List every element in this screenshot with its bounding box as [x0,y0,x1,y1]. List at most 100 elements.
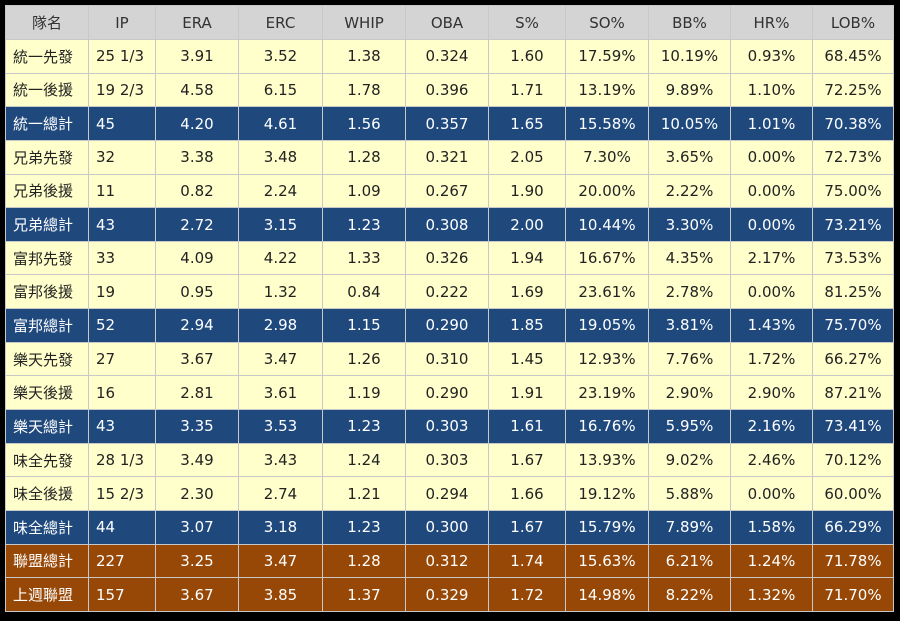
stat-cell: 17.59% [565,39,649,74]
stat-cell: 1.10% [730,72,813,108]
stat-cell: 1.32% [730,577,813,612]
stat-cell: 0.329 [405,577,489,612]
stat-cell: 1.43% [730,308,813,343]
stat-cell: 14.98% [565,577,649,612]
table-row: 聯盟總計 227 3.25 3.47 1.28 0.312 1.74 15.63% 6.21% 1… [5,543,894,579]
table-row: 統一總計 45 4.20 4.61 1.56 0.357 1.65 15.58% 10.05% 1… [5,106,894,141]
header-cell: BB% [648,5,731,40]
stat-cell: 20.00% [565,173,649,209]
team-cell: 兄弟總計 [5,207,89,242]
stat-cell: 1.09 [322,173,406,209]
stat-cell: 68.45% [812,39,894,74]
stat-cell: 0.308 [405,207,489,242]
stat-cell: 43 [88,207,156,242]
stat-cell: 73.53% [812,240,894,276]
stat-cell: 16.76% [565,409,649,444]
stat-cell: 3.07 [155,509,239,545]
stat-cell: 3.48 [238,139,323,175]
header-cell: ERA [155,5,239,40]
table-row: 富邦後援 19 0.95 1.32 0.84 0.222 1.69 23.61% 2.78% 0.… [5,274,894,310]
stat-cell: 0.290 [405,375,489,411]
stat-cell: 0.312 [405,543,489,579]
stat-cell: 2.74 [238,476,323,511]
stat-cell: 9.02% [648,442,731,478]
stat-cell: 16 [88,375,156,411]
stat-cell: 1.38 [322,39,406,74]
stat-cell: 19.05% [565,308,649,343]
stat-cell: 1.32 [238,274,323,310]
stat-cell: 3.67 [155,577,239,612]
stat-cell: 43 [88,409,156,444]
stat-cell: 2.72 [155,207,239,242]
stat-cell: 0.84 [322,274,406,310]
stat-cell: 0.303 [405,442,489,478]
stat-cell: 1.21 [322,476,406,511]
stat-cell: 2.24 [238,173,323,209]
stat-cell: 0.326 [405,240,489,276]
stat-cell: 3.18 [238,509,323,545]
stat-cell: 23.61% [565,274,649,310]
stat-cell: 3.25 [155,543,239,579]
header-cell: OBA [405,5,489,40]
stat-cell: 10.19% [648,39,731,74]
stat-cell: 10.44% [565,207,649,242]
table-row: 統一先發 25 1/3 3.91 3.52 1.38 0.324 1.60 17.59% 10.… [5,39,894,74]
stat-cell: 227 [88,543,156,579]
stat-cell: 3.47 [238,341,323,377]
stat-cell: 1.28 [322,543,406,579]
team-cell: 味全後援 [5,476,89,511]
team-cell: 聯盟總計 [5,543,89,579]
stat-cell: 1.24 [322,442,406,478]
stat-cell: 2.81 [155,375,239,411]
stat-cell: 25 1/3 [88,39,156,74]
stat-cell: 1.56 [322,106,406,141]
stat-cell: 66.27% [812,341,894,377]
team-cell: 兄弟後援 [5,173,89,209]
stat-cell: 7.89% [648,509,731,545]
stat-cell: 1.19 [322,375,406,411]
stat-cell: 16.67% [565,240,649,276]
stat-cell: 3.52 [238,39,323,74]
stat-cell: 3.30% [648,207,731,242]
stat-cell: 19 [88,274,156,310]
stat-cell: 70.38% [812,106,894,141]
stat-cell: 27 [88,341,156,377]
stat-cell: 2.05 [488,139,566,175]
stat-cell: 3.91 [155,39,239,74]
stat-cell: 2.90% [730,375,813,411]
stat-cell: 70.12% [812,442,894,478]
stat-cell: 3.85 [238,577,323,612]
stat-cell: 2.46% [730,442,813,478]
stat-cell: 1.28 [322,139,406,175]
stat-cell: 0.294 [405,476,489,511]
stat-cell: 2.00 [488,207,566,242]
stat-cell: 2.16% [730,409,813,444]
stat-cell: 6.15 [238,72,323,108]
stat-cell: 1.15 [322,308,406,343]
stat-cell: 4.58 [155,72,239,108]
stat-cell: 81.25% [812,274,894,310]
team-cell: 富邦先發 [5,240,89,276]
stat-cell: 6.21% [648,543,731,579]
header-cell: IP [88,5,156,40]
stat-cell: 2.90% [648,375,731,411]
stat-cell: 1.94 [488,240,566,276]
stat-cell: 19.12% [565,476,649,511]
stat-cell: 13.19% [565,72,649,108]
stat-cell: 1.60 [488,39,566,74]
header-cell: LOB% [812,5,894,40]
table-row: 味全總計 44 3.07 3.18 1.23 0.300 1.67 15.79% 7.89% 1.… [5,509,894,545]
stat-cell: 5.95% [648,409,731,444]
stat-cell: 75.00% [812,173,894,209]
stat-cell: 7.30% [565,139,649,175]
stat-cell: 60.00% [812,476,894,511]
stat-cell: 71.70% [812,577,894,612]
stat-cell: 0.00% [730,173,813,209]
stat-cell: 1.91 [488,375,566,411]
team-cell: 上週聯盟 [5,577,89,612]
stat-cell: 87.21% [812,375,894,411]
stat-cell: 1.67 [488,442,566,478]
stat-cell: 0.00% [730,274,813,310]
team-cell: 統一先發 [5,39,89,74]
